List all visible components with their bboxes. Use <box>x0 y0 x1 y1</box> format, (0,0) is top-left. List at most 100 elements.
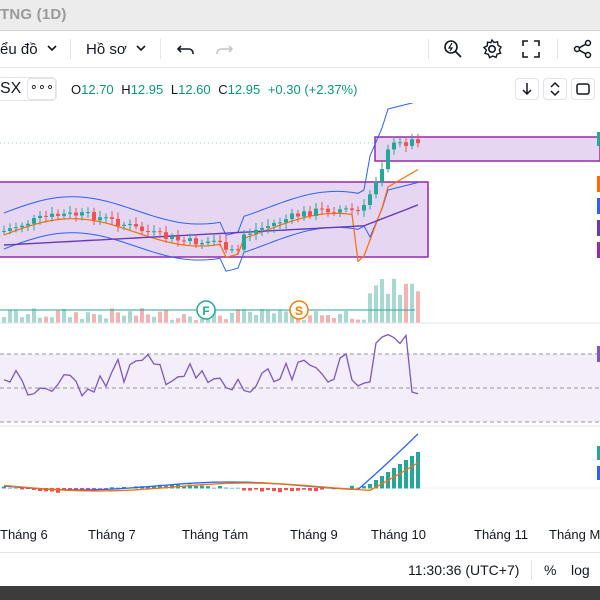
toolbar-divider <box>70 39 71 59</box>
candle-body <box>200 243 204 245</box>
candle-body <box>44 215 48 217</box>
time-axis[interactable]: Tháng 6 Tháng 7 Tháng Tám Tháng 9 Tháng … <box>0 527 600 543</box>
macd-hist-bar <box>20 488 24 490</box>
volume-bar <box>134 315 138 323</box>
volume-bar <box>110 308 114 323</box>
fullscreen-icon[interactable] <box>520 38 542 60</box>
macd-hist-bar <box>260 488 264 492</box>
candle-body <box>404 142 408 146</box>
volume-bar <box>26 314 30 323</box>
macd-hist-bar <box>116 487 120 489</box>
volume-bar <box>236 309 240 323</box>
volume-bar <box>116 312 120 323</box>
candle-body <box>116 218 120 226</box>
chevron-down-icon <box>46 41 58 58</box>
bottom-status-bar: 11:30:36 (UTC+7) % log <box>0 552 600 587</box>
macd-hist-bar <box>272 488 276 492</box>
toolbar-divider <box>557 39 558 59</box>
quick-search-icon[interactable] <box>442 38 464 60</box>
log-scale-toggle[interactable]: log <box>571 562 590 578</box>
close-value: 12.95 <box>227 82 261 97</box>
macd-hist-bar <box>404 460 408 489</box>
financials-flag[interactable]: F <box>196 300 216 320</box>
volume-bar <box>248 311 252 323</box>
percent-scale-toggle[interactable]: % <box>544 562 557 578</box>
toolbar-divider <box>160 39 161 59</box>
candle-body <box>38 215 42 218</box>
time-label: Tháng M <box>549 527 600 542</box>
volume-bar <box>80 318 84 323</box>
volume-bar <box>338 313 342 323</box>
gear-icon[interactable] <box>481 38 503 60</box>
volume-bar <box>218 315 222 323</box>
candle-body <box>332 212 336 214</box>
volume-bar <box>122 315 126 323</box>
volume-bar <box>368 293 372 323</box>
macd-hist-bar <box>104 488 108 489</box>
symbol-box[interactable] <box>0 77 56 101</box>
profile-dropdown[interactable]: Hồ sơ <box>86 31 147 67</box>
macd-hist-bar <box>74 488 78 490</box>
volume-bar <box>200 318 204 323</box>
volume-bar <box>350 318 354 323</box>
volume-bar <box>404 283 408 323</box>
volume-bar <box>152 316 156 323</box>
candle-body <box>254 229 258 234</box>
candle-body <box>266 226 270 228</box>
macd-hist-bar <box>32 488 36 490</box>
candle-body <box>224 242 228 250</box>
macd-hist-bar <box>182 485 186 489</box>
arrow-down-button[interactable] <box>515 78 539 100</box>
volume-bar <box>410 283 414 323</box>
volume-bar <box>254 315 258 323</box>
volume-bar <box>140 308 144 323</box>
chart-area[interactable]: F S <box>0 103 600 523</box>
volume-bar <box>272 313 276 323</box>
volume-bar <box>362 319 366 323</box>
candle-body <box>74 212 78 216</box>
volume-bar <box>20 317 24 323</box>
volume-bar <box>50 317 54 323</box>
volume-bar <box>104 318 108 323</box>
resistance-zone[interactable] <box>374 136 600 162</box>
close-key: C <box>218 82 228 97</box>
macd-hist-bar <box>308 488 312 491</box>
volume-bar <box>230 312 234 323</box>
macd-hist-bar <box>410 456 414 489</box>
candle-body <box>170 236 174 239</box>
candle-body <box>344 208 348 210</box>
candle-body <box>68 212 72 214</box>
candle-body <box>134 224 138 227</box>
undo-icon[interactable] <box>175 38 197 60</box>
candle-body <box>20 225 24 228</box>
candle-body <box>356 210 360 212</box>
window-icon <box>576 83 590 95</box>
share-icon[interactable] <box>572 38 594 60</box>
collapse-button[interactable] <box>543 78 567 100</box>
time-label: Tháng 7 <box>88 527 136 542</box>
volume-bar <box>266 310 270 323</box>
candles <box>2 133 420 255</box>
candle-body <box>188 238 192 242</box>
change-value: +0.30 (+2.37%) <box>267 82 358 97</box>
volume-bar <box>146 314 150 323</box>
flag-s-label: S <box>295 304 303 318</box>
candle-body <box>398 142 402 144</box>
volume-bar <box>44 316 48 323</box>
symbol-name[interactable]: SX <box>0 80 22 97</box>
macd-hist-bar <box>152 485 156 489</box>
clock-time[interactable]: 11:30:36 (UTC+7) <box>408 562 520 578</box>
split-flag[interactable]: S <box>289 300 309 320</box>
window-titlebar: TNG (1D) <box>0 0 600 31</box>
chevron-down-icon <box>135 41 147 58</box>
redo-icon[interactable] <box>213 38 235 60</box>
more-options-button[interactable]: ∘∘∘ <box>27 78 57 100</box>
volume-bar <box>398 294 402 323</box>
candle-body <box>242 234 246 250</box>
maximize-pane-button[interactable] <box>571 78 595 100</box>
chart-type-dropdown[interactable]: ểu đồ <box>0 31 58 67</box>
arrow-down-icon <box>522 83 532 96</box>
volume-bar <box>308 315 312 323</box>
macd-signal-line <box>3 462 419 492</box>
candle-body <box>350 208 354 211</box>
